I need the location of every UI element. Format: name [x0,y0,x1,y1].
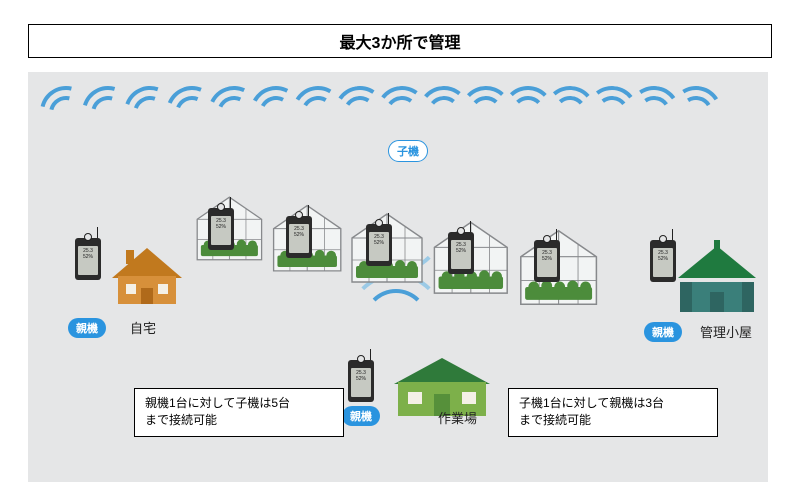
note-left: 親機1台に対して子機は5台まで接続可能 [134,388,344,437]
device-screen: 25.3 52% [289,224,309,253]
label-workplace: 作業場 [438,408,477,427]
device-gh-1: 25.3 52% [208,208,234,250]
device-workplace: 25.3 52% [348,360,374,402]
signal-arc-center [363,289,429,355]
device-gh-4: 25.3 52% [448,232,474,274]
device-screen: 25.3 52% [369,232,389,261]
device-screen: 25.3 52% [78,246,98,275]
diagram-canvas: 子機 [28,72,768,482]
device-screen: 25.3 52% [211,216,231,245]
title-text: 最大3か所で管理 [340,35,461,52]
pill-parent-home: 親機 [68,318,106,338]
building-home [112,248,182,304]
title-box: 最大3か所で管理 [28,24,772,58]
note-right: 子機1台に対して親機は3台まで接続可能 [508,388,718,437]
device-screen: 25.3 52% [537,248,557,277]
pill-child-unit: 子機 [388,140,428,162]
device-home: 25.3 52% [75,238,101,280]
device-gh-5: 25.3 52% [534,240,560,282]
pill-parent-shed: 親機 [644,322,682,342]
building-shed [680,242,754,312]
device-screen: 25.3 52% [653,248,673,277]
device-gh-2: 25.3 52% [286,216,312,258]
device-gh-3: 25.3 52% [366,224,392,266]
label-home: 自宅 [130,318,156,337]
device-screen: 25.3 52% [451,240,471,269]
label-shed: 管理小屋 [700,322,752,341]
device-screen: 25.3 52% [351,368,371,397]
building-workplace [394,356,490,416]
device-shed: 25.3 52% [650,240,676,282]
pill-parent-workplace: 親機 [342,406,380,426]
